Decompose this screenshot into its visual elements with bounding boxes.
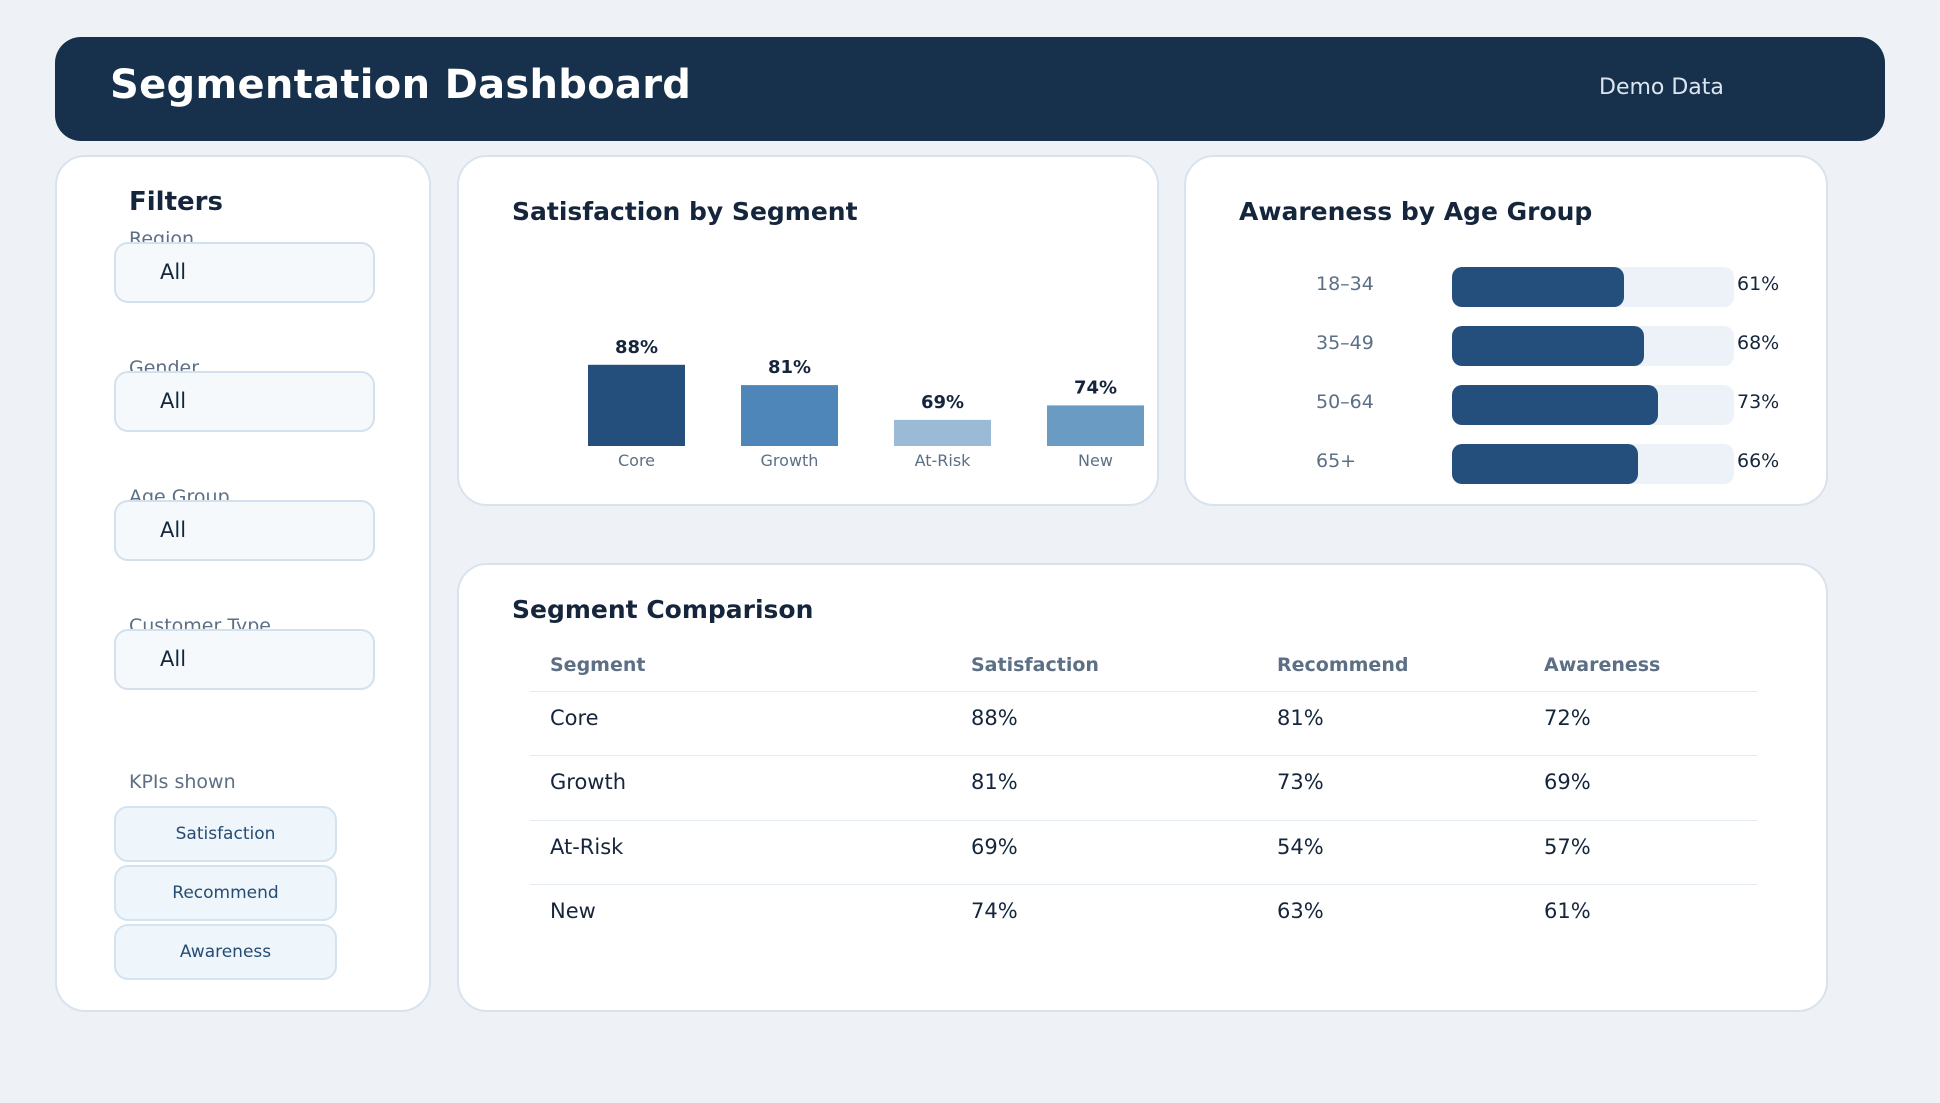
table-cell: Core [550, 706, 599, 730]
kpis-shown-label: KPIs shown [129, 771, 236, 793]
region-value: All [160, 260, 187, 284]
table-header-satisfaction: Satisfaction [971, 654, 1099, 676]
table-cell: 54% [1277, 835, 1324, 859]
region-select[interactable]: All [114, 242, 375, 303]
table-header-segment: Segment [550, 654, 646, 676]
awareness-row-value: 73% [1737, 391, 1780, 413]
awareness-card: Awareness by Age Group 18–34 61% 35–49 6… [1184, 155, 1828, 506]
table-cell: Growth [550, 770, 627, 794]
awareness-fill [1452, 267, 1625, 307]
bar-value-label: 69% [921, 392, 964, 413]
table-cell: 69% [1544, 770, 1591, 794]
bar-category-label: At-Risk [915, 451, 972, 470]
awareness-track [1452, 326, 1734, 366]
gender-select[interactable]: All [114, 371, 375, 432]
awareness-track [1452, 385, 1734, 425]
table-row: At-Risk 69% 54% 57% [530, 820, 1757, 884]
bar-value-label: 88% [615, 337, 658, 358]
satisfaction-chart-title: Satisfaction by Segment [512, 197, 858, 226]
awareness-track [1452, 267, 1734, 307]
demo-data-badge: Demo Data [1599, 75, 1724, 100]
bar-at-risk [894, 419, 991, 446]
awareness-title: Awareness by Age Group [1239, 197, 1593, 226]
awareness-row-value: 66% [1737, 450, 1780, 472]
bar-value-label: 74% [1074, 377, 1117, 398]
awareness-row-65-plus: 65+ 66% [1186, 444, 1830, 484]
table-cell: 81% [1277, 706, 1324, 730]
customer-type-select[interactable]: All [114, 629, 375, 690]
bar-value-label: 81% [768, 357, 811, 378]
awareness-row-label: 35–49 [1316, 332, 1374, 354]
bar-core [588, 364, 685, 446]
kpi-chip-recommend[interactable]: Recommend [114, 865, 337, 921]
table-cell: 63% [1277, 899, 1324, 923]
table-cell: 57% [1544, 835, 1591, 859]
gender-value: All [160, 389, 187, 413]
awareness-row-35-49: 35–49 68% [1186, 326, 1830, 366]
table-cell: At-Risk [550, 835, 624, 859]
table-cell: 81% [971, 770, 1018, 794]
segment-comparison-card: Segment Comparison Segment Satisfaction … [457, 563, 1828, 1012]
awareness-fill [1452, 444, 1639, 484]
table-cell: 73% [1277, 770, 1324, 794]
header-bar: Segmentation Dashboard Demo Data [55, 37, 1885, 141]
awareness-fill [1452, 326, 1644, 366]
table-row: Core 88% 81% 72% [530, 691, 1757, 755]
awareness-fill [1452, 385, 1658, 425]
table-cell: 61% [1544, 899, 1591, 923]
awareness-row-label: 18–34 [1316, 273, 1374, 295]
bar-new [1047, 405, 1144, 446]
bar-growth [741, 385, 838, 446]
awareness-track [1452, 444, 1734, 484]
page-title: Segmentation Dashboard [110, 62, 692, 108]
satisfaction-chart-card: Satisfaction by Segment 88% Core 81% Growth… [457, 155, 1159, 506]
bar-category-label: Core [618, 451, 655, 470]
table-row: Growth 81% 73% 69% [530, 755, 1757, 819]
table-cell: 74% [971, 899, 1018, 923]
bar-category-label: Growth [761, 451, 819, 470]
awareness-row-label: 65+ [1316, 450, 1357, 472]
table-cell: 88% [971, 706, 1018, 730]
table-cell: New [550, 899, 596, 923]
satisfaction-bar-chart: 88% Core 81% Growth 69% At-Risk 74% New [588, 337, 1144, 470]
filters-title: Filters [129, 187, 223, 217]
awareness-row-label: 50–64 [1316, 391, 1374, 413]
table-cell: 72% [1544, 706, 1591, 730]
table-row: New 74% 63% 61% [530, 884, 1757, 948]
customer-type-value: All [160, 647, 187, 671]
kpi-chip-awareness[interactable]: Awareness [114, 924, 337, 980]
awareness-row-value: 68% [1737, 332, 1780, 354]
table-header-awareness: Awareness [1544, 654, 1661, 676]
bar-category-label: New [1078, 451, 1113, 470]
segment-comparison-title: Segment Comparison [512, 595, 814, 624]
table-cell: 69% [971, 835, 1018, 859]
awareness-row-50-64: 50–64 73% [1186, 385, 1830, 425]
awareness-row-value: 61% [1737, 273, 1780, 295]
filters-panel: Filters Region All Gender All Age Group … [55, 155, 431, 1012]
kpi-chip-satisfaction[interactable]: Satisfaction [114, 806, 337, 862]
age-group-value: All [160, 518, 187, 542]
awareness-row-18-34: 18–34 61% [1186, 267, 1830, 307]
table-header-recommend: Recommend [1277, 654, 1409, 676]
age-group-select[interactable]: All [114, 500, 375, 561]
